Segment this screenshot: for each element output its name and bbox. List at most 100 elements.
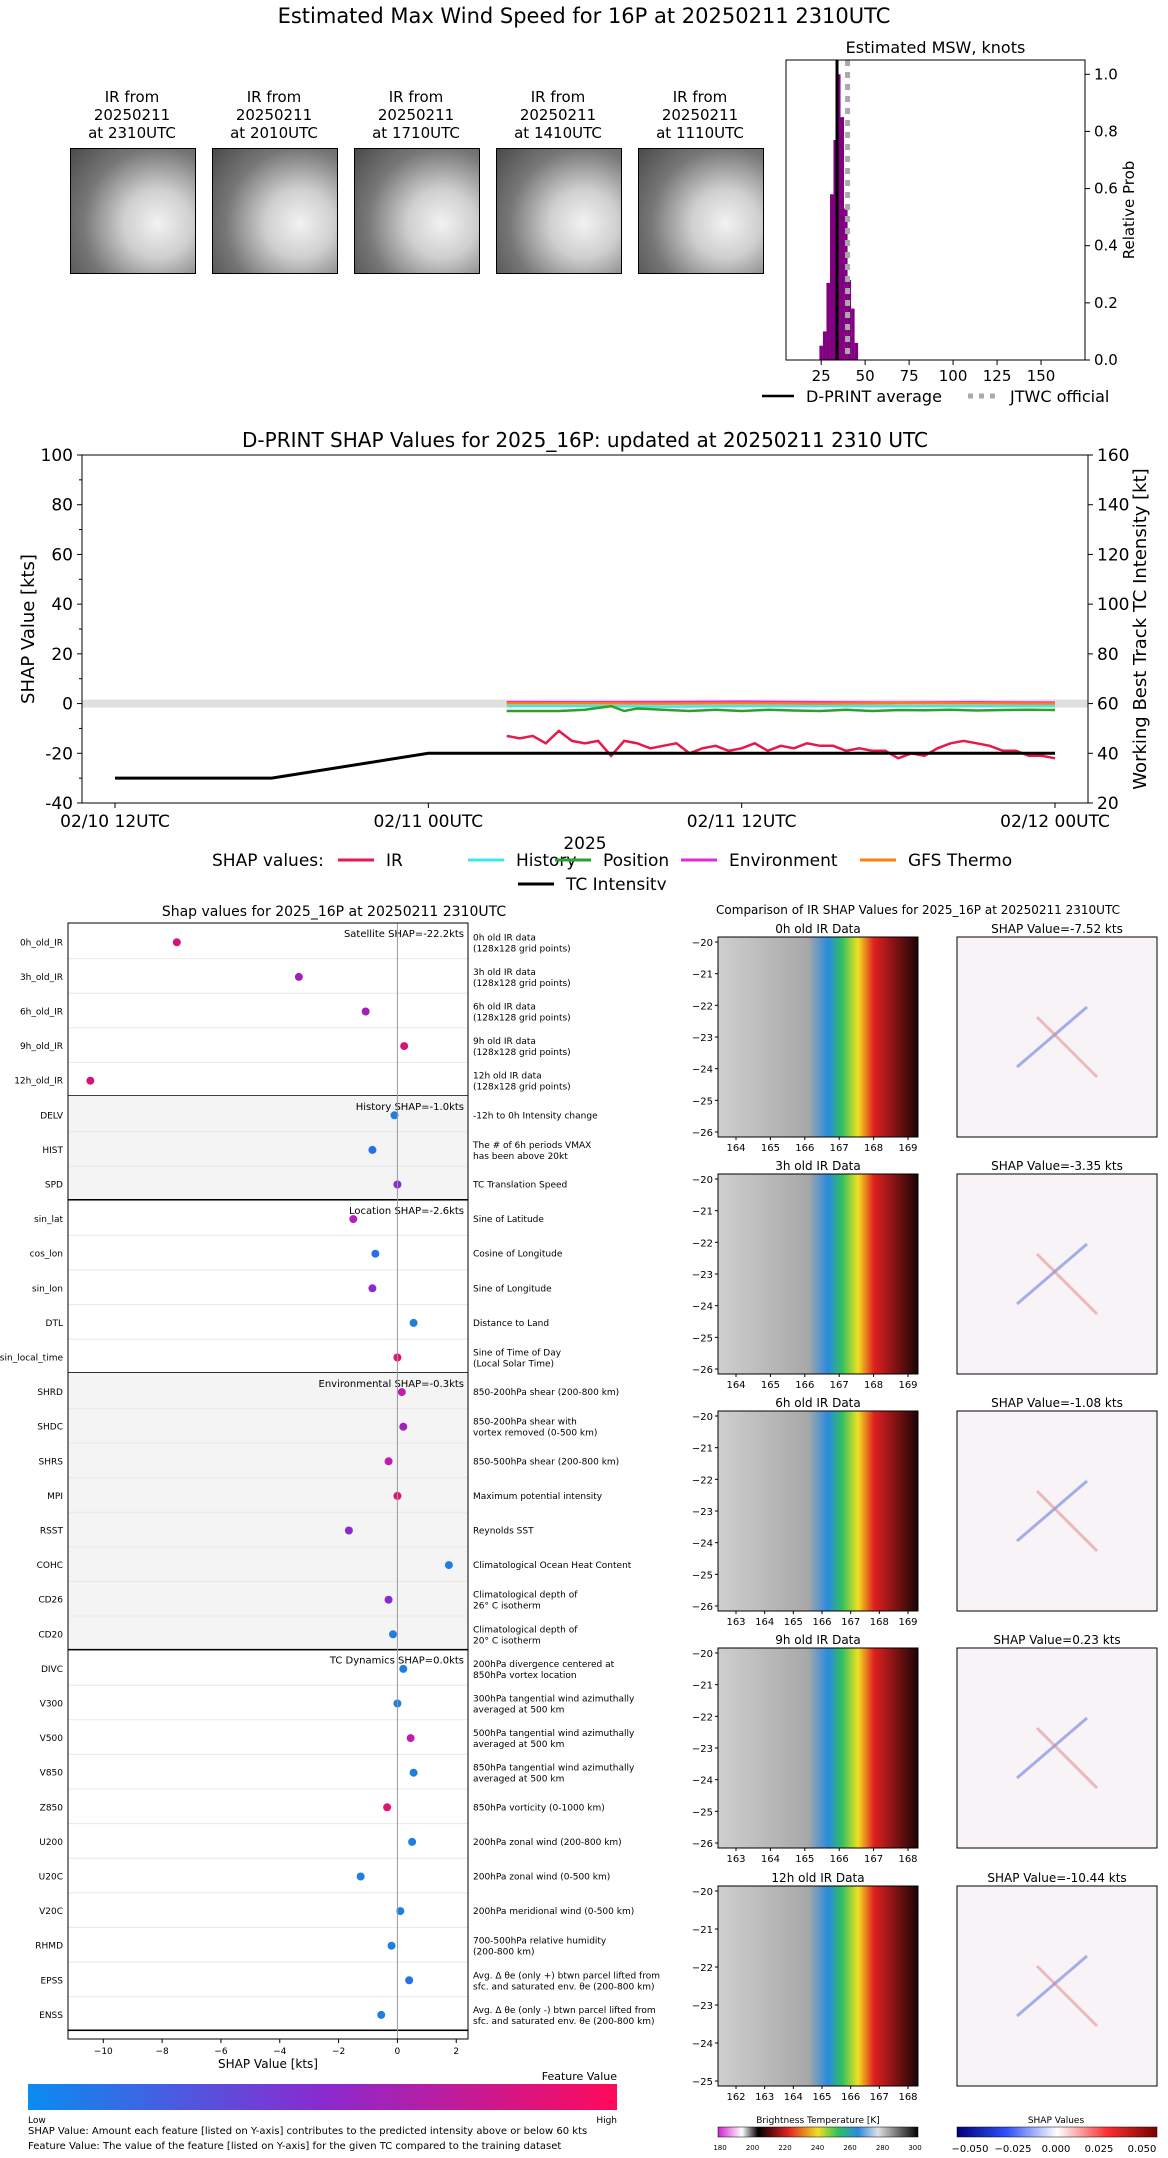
timeseries-y2tick-label: 100 bbox=[1097, 595, 1129, 615]
feature-dot bbox=[389, 1630, 397, 1639]
feature-xtick-label: −4 bbox=[273, 2047, 287, 2057]
ir-panel-image bbox=[717, 1173, 919, 1375]
feature-dot bbox=[377, 2010, 386, 2019]
feature-name: MPI bbox=[47, 1492, 63, 1502]
bt-colorbar-tick: 300 bbox=[908, 2144, 921, 2152]
feature-dot bbox=[368, 1284, 377, 1293]
shap-panel-title: SHAP Value=-1.08 kts bbox=[991, 1396, 1123, 1410]
ir-xtick-label: 167 bbox=[864, 1854, 883, 1865]
feature-name: EPSS bbox=[40, 1976, 63, 1986]
histogram-bar bbox=[819, 345, 823, 360]
ir-ytick-label: −23 bbox=[692, 2001, 713, 2012]
feature-description: Avg. Δ θe (only +) btwn parcel lifted fr… bbox=[473, 1971, 660, 1981]
ir-thumbnail-title: IR from 20250211 at 1710UTC bbox=[351, 88, 481, 142]
timeseries-ytick-label: 60 bbox=[51, 545, 73, 565]
colorbar bbox=[28, 2084, 617, 2110]
ir-thumbnail-title-line: at 1410UTC bbox=[514, 124, 602, 142]
ir-xtick-label: 167 bbox=[870, 2092, 889, 2103]
ir-ytick-label: −23 bbox=[692, 1744, 713, 1755]
ir-ytick-label: −25 bbox=[692, 2077, 713, 2088]
group-label: History SHAP=-1.0kts bbox=[356, 1102, 464, 1113]
timeseries-xlabel: 2025 bbox=[563, 834, 606, 854]
ir-ytick-label: −25 bbox=[692, 1807, 713, 1818]
ir-xtick-label: 166 bbox=[795, 1380, 814, 1391]
ir-xtick-label: 169 bbox=[898, 1380, 917, 1391]
histogram-ytick-label: 0.2 bbox=[1094, 294, 1118, 312]
ir-thumbnail-title-line: at 1710UTC bbox=[372, 124, 460, 142]
group-label: TC Dynamics SHAP=0.0kts bbox=[329, 1656, 464, 1667]
feature-description: sfc. and saturated env. θe (200-800 km) bbox=[473, 1982, 655, 1992]
histogram-bar bbox=[822, 331, 827, 360]
feature-dot bbox=[409, 1318, 418, 1327]
histogram-bar bbox=[847, 280, 852, 360]
ir-ytick-label: −25 bbox=[692, 1333, 713, 1344]
timeseries-ytick-label: -40 bbox=[45, 794, 73, 814]
ir-ytick-label: −26 bbox=[692, 1365, 713, 1376]
feature-description: 850-200hPa shear with bbox=[473, 1418, 577, 1428]
timeseries-ytick-label: -20 bbox=[45, 744, 73, 764]
ir-thumbnail-image bbox=[354, 148, 480, 274]
sv-colorbar-tick: −0.025 bbox=[994, 2144, 1031, 2155]
shap-panel-feature bbox=[1035, 1489, 1099, 1553]
feature-description: 26° C isotherm bbox=[473, 1602, 541, 1612]
histogram-ytick-label: 0.0 bbox=[1094, 351, 1118, 369]
ir-panel-title: 6h old IR Data bbox=[775, 1396, 861, 1410]
legend-label: History bbox=[516, 851, 576, 871]
timeseries-xtick-label: 02/12 00UTC bbox=[1000, 812, 1110, 832]
feature-dot bbox=[368, 1145, 377, 1154]
shap-panel-feature bbox=[1035, 1015, 1099, 1079]
ir-panel-title: 0h old IR Data bbox=[775, 922, 861, 936]
ir-panel-title: 12h old IR Data bbox=[771, 1871, 864, 1885]
feature-dot bbox=[172, 938, 181, 947]
ir-xtick-label: 168 bbox=[864, 1143, 883, 1154]
histogram-frame bbox=[785, 59, 1086, 361]
timeseries-y2tick-label: 120 bbox=[1097, 545, 1129, 565]
histogram-ytick-label: 0.8 bbox=[1094, 122, 1118, 140]
shap-panel-feature bbox=[1016, 1716, 1088, 1780]
ir-ytick-label: −26 bbox=[692, 1602, 713, 1613]
feature-name: RSST bbox=[40, 1527, 64, 1537]
ir-xtick-label: 169 bbox=[898, 1617, 917, 1628]
timeseries-xtick-label: 02/11 00UTC bbox=[373, 812, 483, 832]
histogram-title: Estimated MSW, knots bbox=[846, 38, 1026, 57]
feature-dot bbox=[444, 1561, 453, 1570]
ir-xtick-label: 166 bbox=[795, 1143, 814, 1154]
feature-name: DELV bbox=[40, 1111, 64, 1121]
feature-chart-title: Shap values for 2025_16P at 20250211 231… bbox=[162, 904, 507, 920]
feature-description: 200hPa zonal wind (200-800 km) bbox=[473, 1838, 622, 1848]
timeseries-ytick-label: 0 bbox=[62, 695, 73, 715]
histogram-xtick-label: 50 bbox=[856, 367, 875, 385]
ir-ytick-label: −22 bbox=[692, 1712, 713, 1723]
timeseries-ytick-label: 80 bbox=[51, 496, 73, 516]
ir-thumbnail-title-line: at 2310UTC bbox=[88, 124, 176, 142]
histogram-bar bbox=[837, 74, 841, 361]
ir-ytick-label: −26 bbox=[692, 1128, 713, 1139]
feature-description: Distance to Land bbox=[473, 1319, 549, 1329]
histogram-bar bbox=[851, 308, 855, 360]
histogram-ytick-label: 0.4 bbox=[1094, 237, 1118, 255]
timeseries-xtick-label: 02/10 12UTC bbox=[60, 812, 170, 832]
ir-ytick-label: −24 bbox=[692, 1302, 713, 1313]
feature-name: HIST bbox=[42, 1146, 63, 1156]
colorbar-high: High bbox=[596, 2116, 617, 2126]
ir-xtick-label: 166 bbox=[812, 1617, 831, 1628]
histogram-ytick-label: 1.0 bbox=[1094, 65, 1118, 83]
timeseries-y2tick-label: 20 bbox=[1097, 794, 1119, 814]
feature-name: 0h_old_IR bbox=[20, 938, 63, 948]
ir-xtick-label: 169 bbox=[898, 1143, 917, 1154]
bt-colorbar-tick: 240 bbox=[811, 2144, 824, 2152]
shap-feature-chart: Shap values for 2025_16P at 20250211 231… bbox=[0, 904, 660, 2126]
comparison-title: Comparison of IR SHAP Values for 2025_16… bbox=[716, 903, 1120, 917]
feature-name: 3h_old_IR bbox=[20, 973, 63, 983]
ir-xtick-label: 164 bbox=[755, 1617, 774, 1628]
feature-description: sfc. and saturated env. θe (200-800 km) bbox=[473, 2017, 655, 2027]
feature-description: TC Translation Speed bbox=[472, 1181, 567, 1191]
feature-description: 3h old IR data bbox=[473, 968, 536, 978]
feature-description: 700-500hPa relative humidity bbox=[473, 1937, 607, 1947]
feature-description: 850hPa tangential wind azimuthally bbox=[473, 1764, 635, 1774]
feature-description: Cosine of Longitude bbox=[473, 1250, 563, 1260]
sv-colorbar-tick: 0.050 bbox=[1128, 2144, 1157, 2155]
feature-name: 9h_old_IR bbox=[20, 1042, 63, 1052]
timeseries-frame bbox=[81, 454, 1089, 804]
timeseries-y2tick-label: 60 bbox=[1097, 695, 1119, 715]
